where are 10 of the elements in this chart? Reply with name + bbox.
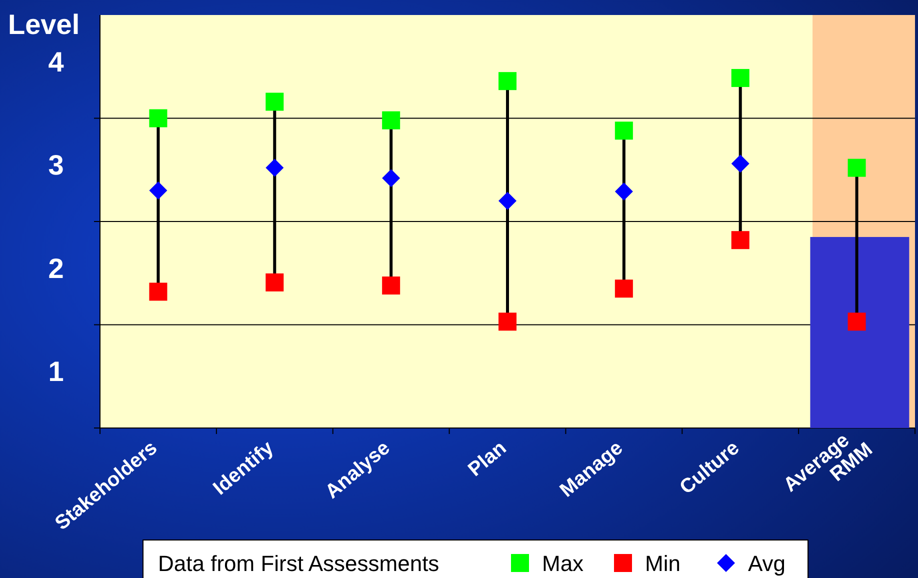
y-tick-label: 2 bbox=[48, 252, 64, 284]
y-tick-label: 3 bbox=[48, 150, 64, 181]
legend-title: Data from First Assessments bbox=[158, 551, 440, 576]
y-axis-title: Level bbox=[8, 9, 80, 40]
y-tick-label: 1 bbox=[48, 356, 64, 388]
legend-label: Min bbox=[645, 551, 680, 576]
legend-label: Avg bbox=[748, 551, 786, 576]
legend-label: Max bbox=[542, 551, 584, 576]
y-tick-label: 4 bbox=[48, 46, 64, 78]
x-tick-label: Plan bbox=[464, 436, 511, 481]
